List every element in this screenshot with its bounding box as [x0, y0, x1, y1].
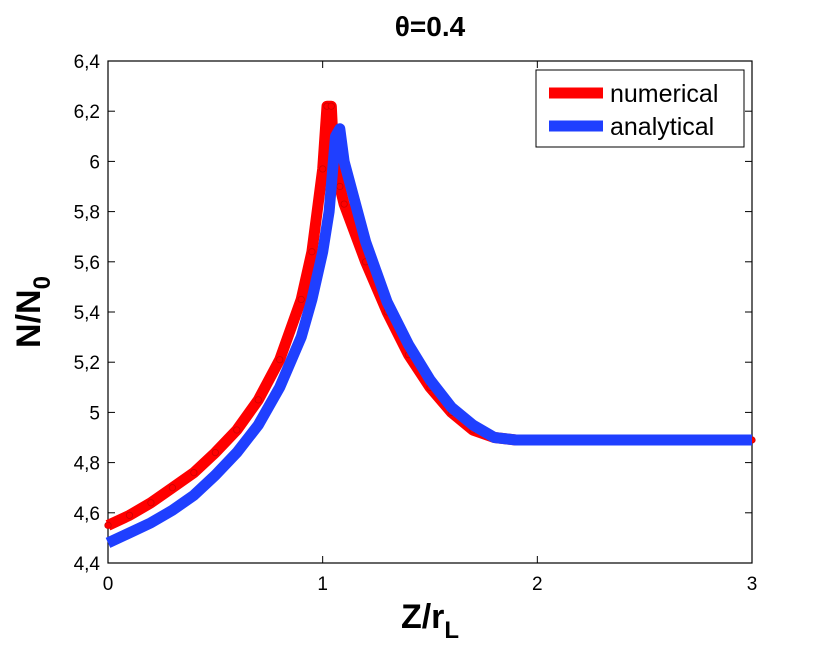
x-tick-label: 3: [747, 574, 758, 595]
data-point-numerical: [327, 102, 335, 110]
data-point-numerical: [147, 499, 155, 507]
x-axis-label: Z/rL: [401, 598, 459, 644]
y-tick-label: 5: [89, 403, 100, 424]
y-axis-label-sub: 0: [29, 276, 56, 289]
series-line-analytical: [105, 123, 752, 548]
data-point-numerical: [211, 448, 219, 457]
legend-label-numerical: numerical: [610, 80, 718, 108]
data-point-numerical: [308, 248, 316, 256]
x-axis-label-sub: L: [444, 617, 459, 644]
data-point-numerical: [336, 182, 344, 191]
data-point-numerical: [125, 511, 134, 519]
data-point-numerical: [340, 200, 348, 208]
x-tick-label: 2: [532, 574, 543, 595]
legend-label-analytical: analytical: [610, 113, 714, 141]
data-point-numerical: [319, 165, 327, 173]
x-tick-label: 0: [103, 574, 114, 595]
data-point-numerical: [190, 469, 198, 477]
series-layer: [104, 100, 756, 548]
y-tick-label: 5,4: [74, 303, 101, 324]
y-tick-label: 4,4: [74, 554, 101, 575]
legend-box: [535, 69, 745, 148]
y-tick-label: 4,6: [74, 504, 100, 525]
y-tick-label: 6,2: [74, 102, 100, 123]
x-tick-label: 1: [317, 574, 328, 595]
data-point-numerical: [254, 396, 262, 404]
y-tick-label: 5,6: [74, 253, 100, 274]
y-tick-label: 6,4: [74, 52, 101, 73]
y-axis-label-main: N/N: [10, 289, 48, 348]
axis-ticks: 0 1 2 3 4,4 4,6 4,8 5 5,2 5,4 5,6 5,8 6 6,2 6,4: [74, 52, 758, 595]
data-point-numerical: [276, 356, 284, 364]
data-point-numerical: [104, 521, 112, 529]
data-point-numerical: [168, 484, 176, 492]
y-tick-label: 5,8: [74, 203, 100, 224]
y-tick-label: 6: [89, 152, 100, 173]
x-axis-label-main: Z/r: [401, 598, 444, 636]
data-point-numerical: [297, 295, 305, 304]
y-axis-label: N/N0: [10, 276, 56, 348]
chart-title: θ=0.4: [395, 11, 466, 42]
y-tick-label: 4,8: [74, 454, 100, 475]
y-tick-label: 5,2: [74, 353, 100, 374]
legend: numerical analytical: [535, 69, 745, 148]
data-point-numerical: [233, 426, 241, 434]
